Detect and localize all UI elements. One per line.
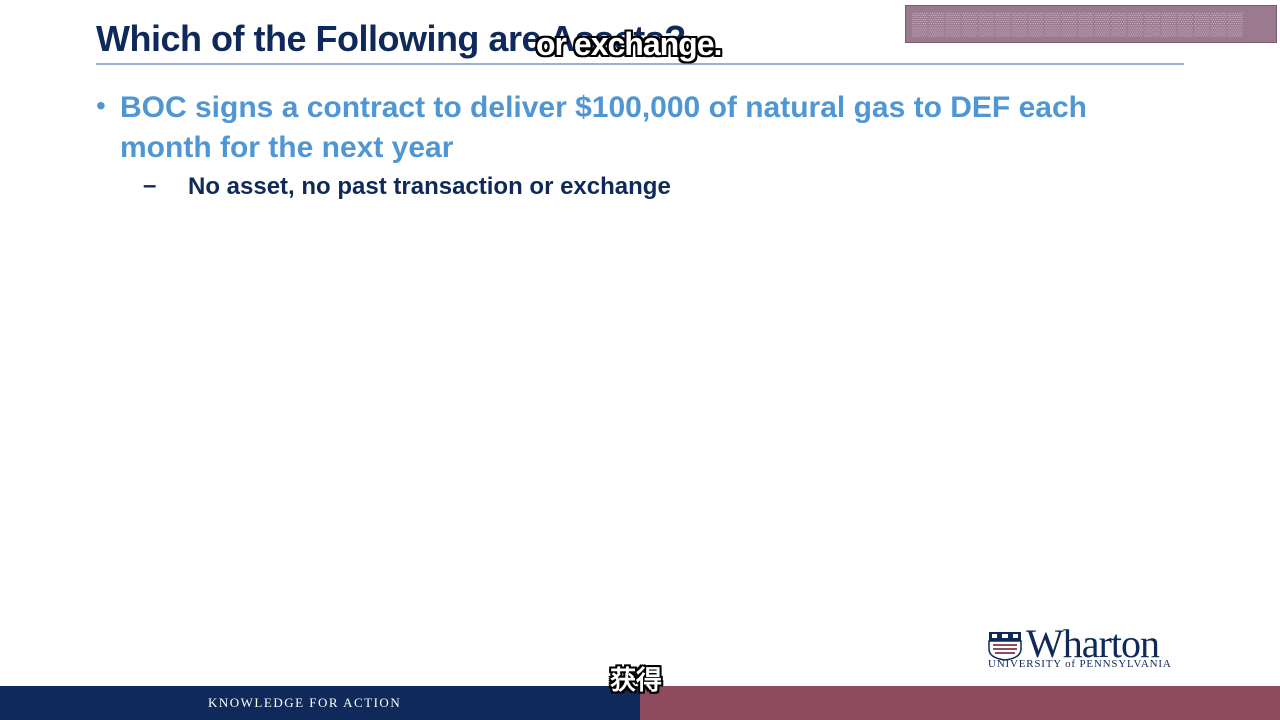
subtitle-caption-english: or exchange. [536,26,722,62]
subtitle-caption-chinese: 获得 [610,666,663,696]
dash-icon: – [143,172,157,199]
penn-shield-icon [988,632,1022,661]
bullet-text: BOC signs a contract to deliver $100,000… [120,91,1087,164]
sub-bullet-text: No asset, no past transaction or exchang… [188,173,671,200]
wharton-wordmark: Wharton [1026,621,1160,666]
slide-title: Which of the Following are Assets? [96,18,686,59]
footer-tagline: KNOWLEDGE FOR ACTION [208,695,402,710]
footer-bar-right [640,686,1280,720]
university-label: UNIVERSITY of PENNSYLVANIA [988,658,1172,670]
wharton-logo: Wharton UNIVERSITY of PENNSYLVANIA [988,622,1198,674]
watermark-glyphs: ▒▒▒▒▒▒▒▒▒▒▒▒▒▒▒▒▒▒▒▒ [912,11,1244,36]
blurred-watermark-block: ▒▒▒▒▒▒▒▒▒▒▒▒▒▒▒▒▒▒▒▒ [905,5,1277,43]
title-divider [96,63,1184,65]
bullet-dot-icon: • [96,90,106,121]
footer-bar-left: KNOWLEDGE FOR ACTION [0,686,640,720]
